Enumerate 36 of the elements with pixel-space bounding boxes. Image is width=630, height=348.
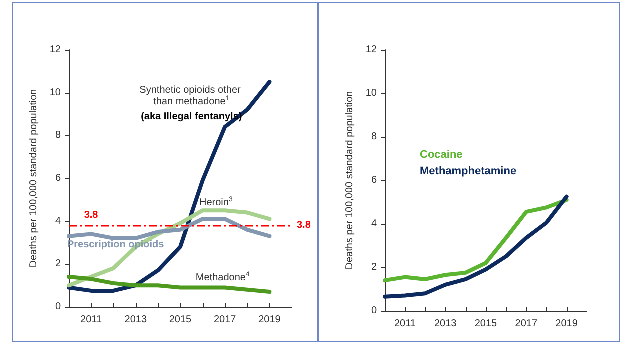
x-tick-label: 2015	[169, 314, 192, 326]
y-tick-label: 10	[366, 88, 378, 99]
line-series	[383, 198, 569, 283]
y-tick-label: 8	[371, 132, 378, 142]
x-tick-label: 2019	[258, 314, 282, 326]
x-tick-label: 2017	[515, 318, 538, 330]
y-tick-label: 2	[371, 262, 378, 273]
y-tick-label: 8	[55, 130, 62, 142]
y-tick-label: 4	[371, 218, 378, 230]
x-tick-label: 2013	[434, 318, 458, 330]
text: Cocaine	[420, 149, 463, 161]
line-series	[67, 275, 272, 294]
ref-line-label: 3.8	[84, 210, 99, 222]
y-tick-label: 12	[366, 44, 378, 56]
y-tick-label: 12	[50, 44, 62, 56]
x-tick-label: 2017	[214, 314, 237, 326]
y-axis-title: Deaths per 100,000 standard population	[28, 89, 40, 268]
y-tick-label: 2	[55, 258, 62, 270]
y-tick-label: 4	[55, 216, 62, 227]
line-series	[67, 217, 272, 240]
y-tick-label: 6	[371, 175, 378, 186]
x-tick-label: 2011	[80, 314, 102, 326]
x-tick-label: 2019	[556, 318, 578, 330]
text: Methamphetamine	[420, 166, 517, 178]
x-tick-label: 2015	[474, 318, 498, 330]
y-tick-label: 0	[55, 302, 62, 312]
y-tick-label: 0	[371, 306, 378, 316]
y-tick-label: 10	[50, 87, 62, 98]
line-series	[67, 208, 272, 288]
x-tick-label: 2011	[394, 318, 416, 330]
line-series	[383, 194, 569, 299]
line-series	[67, 80, 272, 293]
y-tick-label: 6	[55, 173, 62, 184]
text: 3.8	[297, 220, 312, 232]
x-tick-label: 2013	[124, 314, 148, 326]
y-axis-title: Deaths per 100,000 standard population	[344, 91, 356, 270]
